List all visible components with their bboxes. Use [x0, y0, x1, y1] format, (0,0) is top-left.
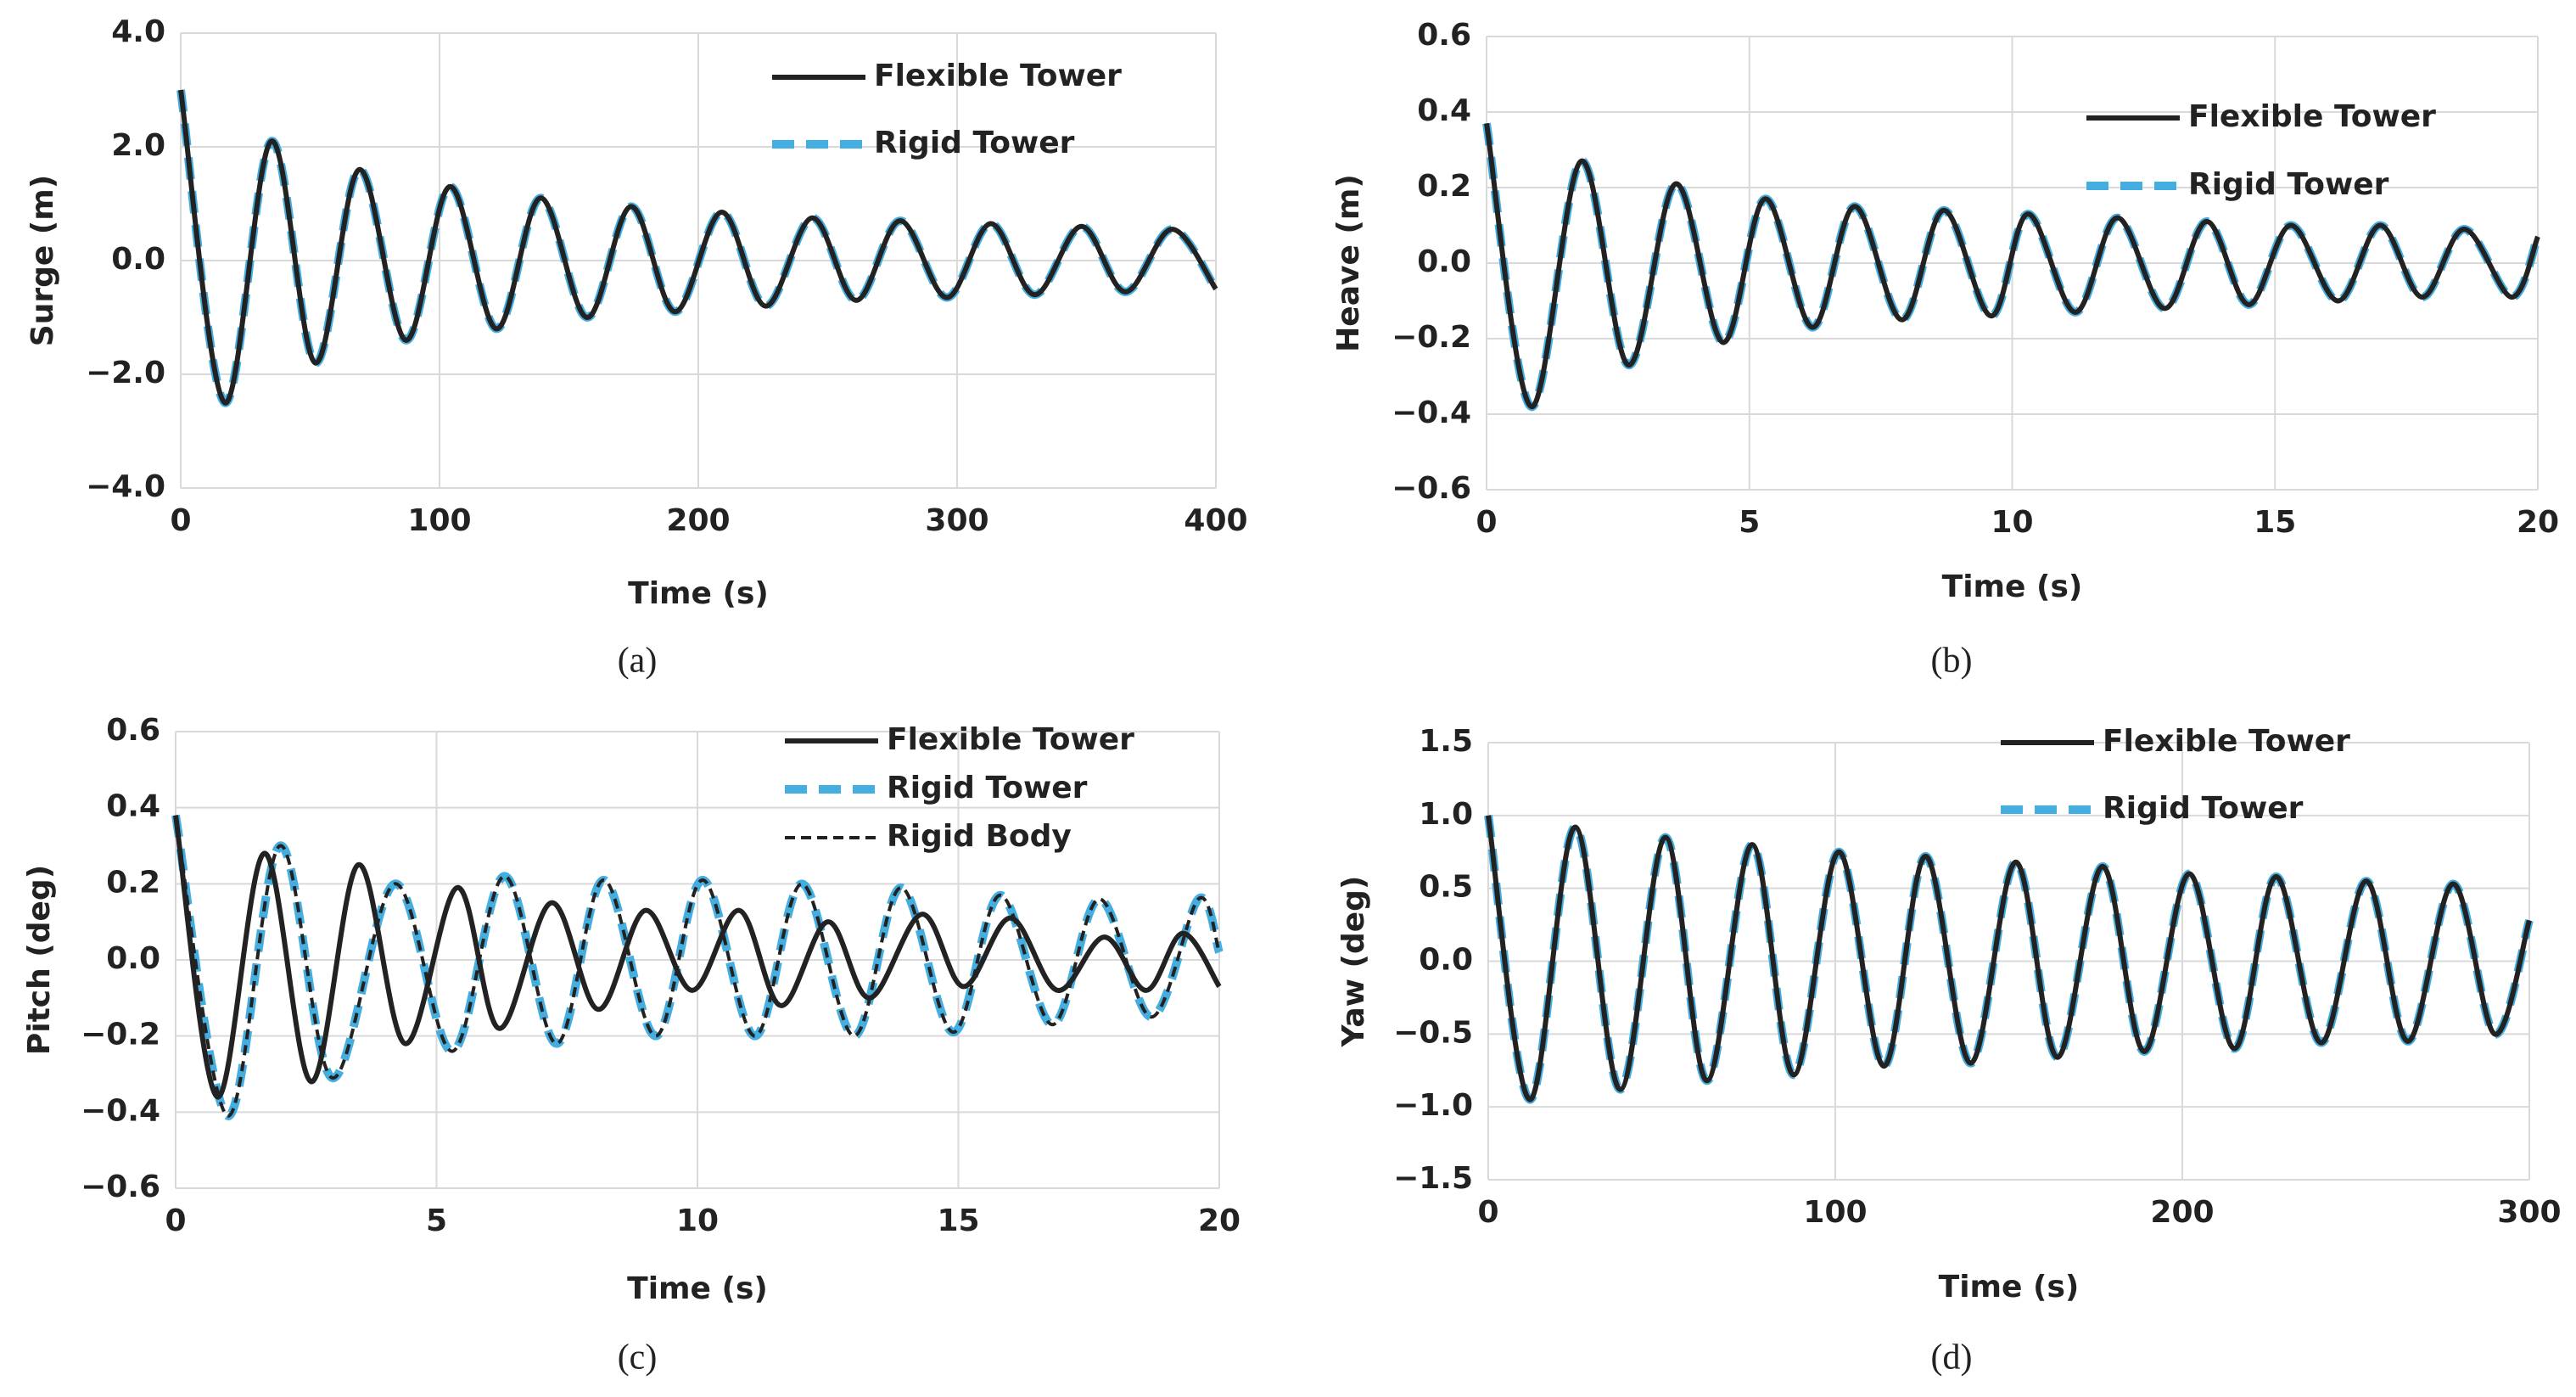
y-tick-label: 1.5 [1419, 724, 1473, 759]
x-tick-label: 400 [1184, 503, 1247, 538]
x-tick-label: 0 [170, 503, 191, 538]
x-tick-label: 300 [2497, 1195, 2561, 1230]
legend-label: Rigid Tower [887, 771, 1088, 805]
y-tick-label: −0.4 [81, 1093, 160, 1128]
y-axis-label: Heave (m) [1331, 174, 1366, 352]
legend-label: Rigid Tower [874, 126, 1075, 160]
y-tick-label: −0.2 [1392, 320, 1471, 355]
x-tick-label: 200 [666, 503, 730, 538]
y-tick-label: −0.6 [1392, 471, 1471, 506]
legend-label: Rigid Tower [2103, 791, 2304, 826]
x-axis-label: Time (s) [1942, 569, 2083, 604]
caption: (d) [1931, 1338, 1973, 1377]
series-line [178, 89, 1218, 406]
x-tick-label: 0 [1476, 505, 1497, 540]
series-line [173, 815, 1222, 1100]
y-axis-label: Yaw (deg) [1336, 876, 1371, 1048]
x-tick-label: 0 [165, 1203, 186, 1238]
x-axis-label: Time (s) [628, 576, 769, 611]
x-tick-label: 200 [2150, 1195, 2214, 1230]
x-tick-label: 20 [2517, 505, 2559, 540]
y-tick-label: 0.2 [106, 865, 160, 900]
y-tick-label: 0.2 [1417, 169, 1471, 204]
legend-label: Flexible Tower [2103, 724, 2350, 759]
legend-label: Rigid Body [887, 819, 1072, 854]
x-tick-label: 10 [1991, 505, 2033, 540]
y-tick-label: −0.6 [81, 1170, 160, 1204]
legend-label: Flexible Tower [2188, 99, 2436, 134]
x-tick-label: 15 [937, 1203, 979, 1238]
x-tick-label: 15 [2254, 505, 2296, 540]
x-tick-label: 5 [1739, 505, 1760, 540]
x-tick-label: 5 [426, 1203, 447, 1238]
x-tick-label: 100 [1803, 1195, 1867, 1230]
y-tick-label: 1.0 [1419, 797, 1473, 832]
x-axis-label: Time (s) [627, 1271, 768, 1306]
x-tick-label: 10 [676, 1203, 719, 1238]
caption: (c) [618, 1338, 658, 1377]
y-tick-label: 0.6 [106, 713, 160, 748]
series-line [174, 815, 1221, 1118]
caption: (a) [618, 642, 658, 681]
legend-label: Flexible Tower [874, 59, 1122, 93]
x-tick-label: 0 [1477, 1195, 1498, 1230]
y-axis-label: Surge (m) [25, 175, 60, 346]
y-tick-label: 0.0 [111, 242, 165, 277]
x-tick-label: 20 [1198, 1203, 1240, 1238]
y-tick-label: 0.0 [1417, 244, 1471, 279]
x-tick-label: 100 [407, 503, 471, 538]
y-tick-label: 0.4 [106, 789, 160, 824]
y-tick-label: 0.4 [1417, 93, 1471, 128]
y-tick-label: 0.0 [106, 941, 160, 976]
y-tick-label: −0.2 [81, 1018, 160, 1052]
y-tick-label: −1.5 [1393, 1161, 1473, 1196]
y-tick-label: −2.0 [86, 356, 165, 390]
legend-label: Rigid Tower [2188, 167, 2389, 202]
y-tick-label: 0.0 [1419, 943, 1473, 978]
y-tick-label: −1.0 [1393, 1088, 1473, 1123]
y-tick-label: −4.0 [86, 469, 165, 504]
legend-label: Flexible Tower [887, 722, 1134, 757]
y-tick-label: 2.0 [111, 128, 165, 163]
x-axis-label: Time (s) [1939, 1270, 2080, 1304]
x-tick-label: 300 [925, 503, 988, 538]
y-tick-label: 0.6 [1417, 18, 1471, 53]
series-line [1484, 122, 2540, 410]
series-line [1486, 815, 2532, 1102]
caption: (b) [1931, 642, 1973, 681]
y-tick-label: 0.5 [1419, 870, 1473, 905]
y-tick-label: −0.4 [1392, 396, 1471, 430]
y-tick-label: 4.0 [111, 14, 165, 49]
y-tick-label: −0.5 [1393, 1015, 1473, 1050]
y-axis-label: Pitch (deg) [22, 865, 57, 1055]
